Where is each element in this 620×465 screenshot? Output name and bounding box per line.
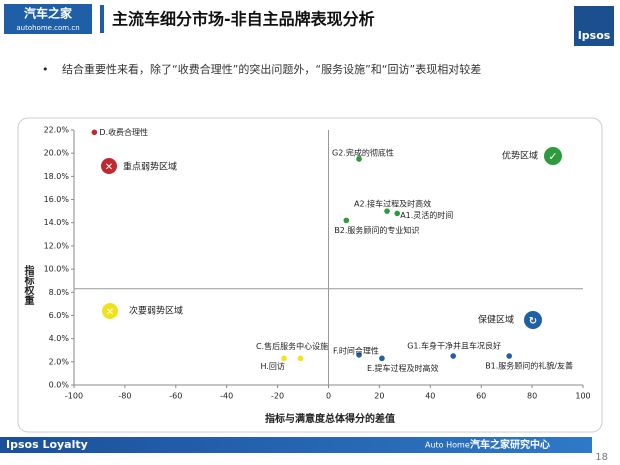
x-tick-label: -20: [271, 392, 284, 401]
point: [506, 353, 512, 359]
icon-mark: ✕: [106, 307, 114, 318]
point: [91, 129, 98, 136]
quadrant-label: 重点弱势区域: [123, 161, 177, 173]
x-tick-label: 20: [374, 392, 384, 401]
y-tick-label: 16.0%: [44, 195, 70, 204]
point-label: C.售后服务中心设施: [256, 341, 328, 351]
y-tick-label: 14.0%: [44, 218, 70, 227]
x-tick-label: -60: [169, 392, 182, 401]
point-label: F.时间合理性: [333, 345, 379, 355]
quadrant-label: 保健区域: [478, 314, 514, 326]
y-tick-label: 12.0%: [44, 241, 70, 250]
brand: Ipsos: [578, 29, 611, 42]
point: [384, 208, 390, 214]
y-tick-label: 0.0%: [49, 381, 70, 390]
y-tick-label: 6.0%: [49, 311, 70, 320]
y-axis-label: 指标权重: [22, 264, 35, 305]
bullet-dot: •: [42, 63, 49, 76]
icon-maintain: [524, 311, 542, 329]
footer-bar: [0, 437, 592, 453]
logo: 汽车之家: [24, 6, 73, 21]
footer-mid: Auto Home: [425, 441, 470, 450]
quadrant-label: 次要弱势区域: [129, 305, 183, 317]
icon-mark: ✓: [548, 150, 557, 163]
point-label: G1.车身干净并且车况良好: [407, 341, 501, 351]
x-tick-label: 60: [476, 392, 486, 401]
y-tick-label: 18.0%: [44, 172, 70, 181]
y-tick-label: 8.0%: [49, 288, 70, 297]
footer-right: 汽车之家研究中心: [470, 438, 550, 451]
point-label: G2.完成的彻底性: [332, 147, 394, 157]
x-tick-label: -80: [118, 392, 131, 401]
footer-left: Ipsos Loyalty: [6, 438, 88, 451]
icon-mark: ✕: [105, 162, 113, 173]
x-tick-label: -100: [65, 392, 83, 401]
y-tick-label: 10.0%: [44, 265, 70, 274]
icon-weak: [101, 158, 117, 174]
page-number: 18: [595, 452, 608, 463]
point-label: A1.灵活的时间: [400, 210, 453, 220]
x-tick-label: 0: [326, 392, 331, 401]
title-bar: [100, 5, 104, 33]
y-tick-label: 4.0%: [49, 334, 70, 343]
point: [356, 352, 362, 358]
point: [343, 217, 350, 224]
point-label: D.收费合理性: [99, 127, 148, 137]
point: [297, 355, 304, 362]
point: [356, 156, 362, 162]
point-label: B1.服务顾问的礼貌/友善: [485, 361, 573, 371]
y-tick-label: 20.0%: [44, 149, 70, 158]
point: [394, 210, 401, 217]
plot: 0.0% 2.0% 4.0% 6.0% 8.0% 10.0% 12.0% 14.0% 16.0%…: [44, 126, 591, 401]
icon-strength: [544, 147, 562, 165]
x-axis-label: 指标与满意度总体得分的差值: [265, 412, 395, 425]
point: [281, 355, 287, 362]
point-label: B2.服务顾问的专业知识: [334, 225, 419, 235]
y-tick-label: 2.0%: [49, 357, 70, 366]
logo-box: [4, 4, 92, 34]
point-label: E.提车过程及时高效: [367, 363, 439, 373]
x-tick-label: 100: [575, 392, 590, 401]
x-tick-label: 40: [425, 392, 435, 401]
point: [379, 355, 385, 362]
point: [450, 353, 457, 359]
brand-box: [574, 6, 614, 46]
point-label: H.回访: [261, 361, 285, 371]
chart-frame: [17, 117, 603, 433]
point-label: A2.接车过程及时高效: [354, 199, 431, 209]
icon-secondary: [102, 303, 118, 319]
icon-mark: ↻: [529, 316, 537, 327]
x-tick-label: -40: [220, 392, 233, 401]
logo-sub: autohome.com.cn: [16, 24, 79, 32]
x-tick-label: 80: [527, 392, 537, 401]
bullet-text: 结合重要性来看，除了“收费合理性”的突出问题外，“服务设施”和“回访”表现相对较…: [62, 62, 481, 76]
quadrant-label: 优势区域: [502, 150, 538, 162]
y-tick-label: 22.0%: [44, 126, 70, 135]
slide-title: 主流车细分市场-非自主品牌表现分析: [112, 10, 375, 29]
